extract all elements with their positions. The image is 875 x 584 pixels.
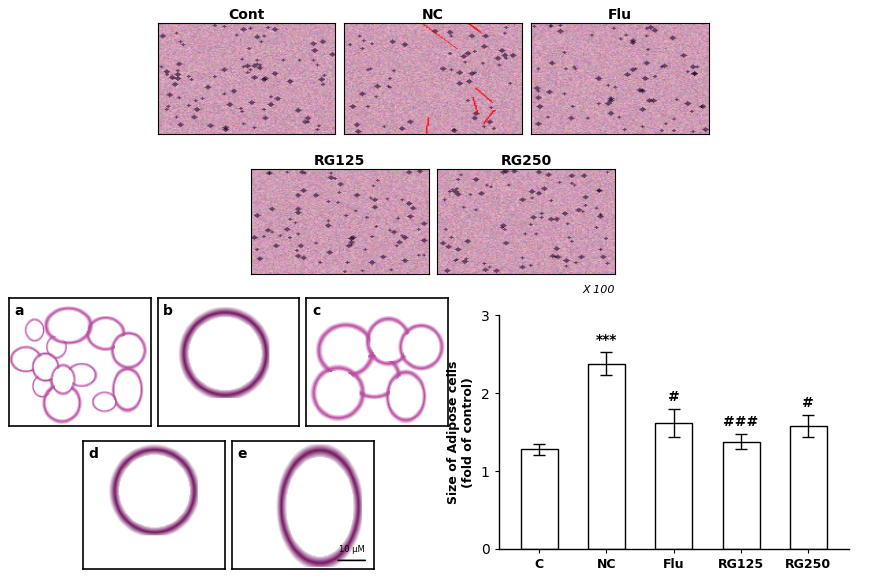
Text: b: b [163, 304, 173, 318]
Text: #: # [802, 397, 815, 411]
Bar [521, 449, 557, 549]
Y-axis label: Size of Adipose cells
(fold of control): Size of Adipose cells (fold of control) [447, 360, 475, 504]
Text: 10 μM: 10 μM [339, 545, 365, 554]
Text: d: d [88, 447, 99, 461]
Bar [655, 423, 692, 549]
Title: Flu: Flu [608, 8, 632, 22]
Text: #: # [668, 390, 680, 404]
Title: NC: NC [422, 8, 444, 22]
Text: ###: ### [724, 415, 759, 429]
Bar [723, 442, 760, 549]
Text: e: e [237, 447, 247, 461]
Text: ***: *** [596, 333, 617, 347]
Text: X 100: X 100 [583, 285, 615, 295]
Title: Cont: Cont [228, 8, 264, 22]
Bar [588, 364, 625, 549]
Text: c: c [312, 304, 320, 318]
Title: RG250: RG250 [500, 154, 552, 168]
Title: RG125: RG125 [314, 154, 366, 168]
Bar [790, 426, 827, 549]
Text: a: a [14, 304, 24, 318]
